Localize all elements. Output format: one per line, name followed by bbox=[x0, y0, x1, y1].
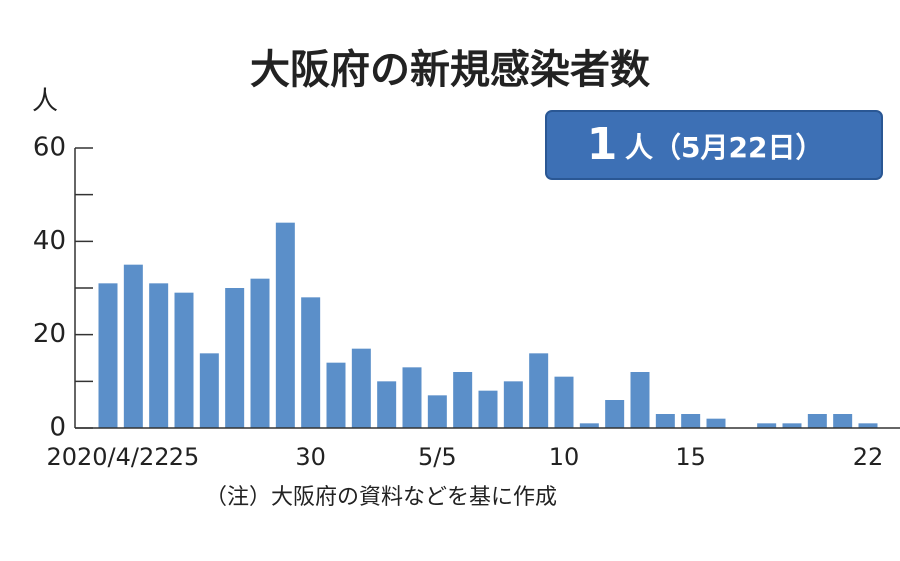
bar bbox=[655, 414, 675, 428]
bar bbox=[149, 283, 169, 428]
bar bbox=[579, 423, 599, 428]
y-unit: 人 bbox=[32, 87, 58, 117]
y-tick-label: 0 bbox=[49, 413, 66, 443]
bar bbox=[503, 381, 523, 428]
bar bbox=[98, 283, 118, 428]
bar bbox=[782, 423, 802, 428]
x-tick-label: 15 bbox=[675, 443, 706, 471]
x-tick-label: 5/5 bbox=[418, 443, 457, 471]
badge-value: 1 bbox=[587, 119, 618, 170]
bar bbox=[123, 264, 143, 428]
bar bbox=[833, 414, 853, 428]
badge bbox=[545, 110, 883, 180]
y-tick-label: 40 bbox=[33, 226, 66, 256]
bar bbox=[858, 423, 878, 428]
bar bbox=[351, 348, 371, 428]
bar bbox=[453, 372, 473, 428]
bar bbox=[605, 400, 625, 428]
bar bbox=[199, 353, 219, 428]
y-tick-label: 60 bbox=[33, 133, 66, 163]
bar bbox=[402, 367, 422, 428]
bar bbox=[377, 381, 397, 428]
bar bbox=[326, 362, 346, 428]
bar bbox=[757, 423, 777, 428]
chart-title: 大阪府の新規感染者数 bbox=[250, 47, 650, 93]
x-tick-label: 25 bbox=[169, 443, 200, 471]
bar bbox=[174, 292, 194, 428]
bar bbox=[807, 414, 827, 428]
bar bbox=[301, 297, 321, 428]
bar bbox=[478, 390, 498, 428]
bar bbox=[275, 222, 295, 428]
x-tick-label: 10 bbox=[549, 443, 580, 471]
y-tick-label: 20 bbox=[33, 319, 66, 349]
x-tick-label: 22 bbox=[853, 443, 884, 471]
bar bbox=[529, 353, 549, 428]
bar bbox=[630, 372, 650, 428]
bar bbox=[681, 414, 701, 428]
bar bbox=[554, 376, 574, 428]
note: （注）大阪府の資料などを基に作成 bbox=[205, 485, 557, 510]
x-tick-label: 30 bbox=[295, 443, 326, 471]
bar bbox=[250, 278, 270, 428]
badge-text: 人（5月22日） bbox=[625, 131, 823, 164]
bar bbox=[225, 288, 245, 428]
x-tick-label: 2020/4/22 bbox=[46, 443, 169, 471]
bar bbox=[427, 395, 447, 428]
bar bbox=[706, 418, 726, 428]
